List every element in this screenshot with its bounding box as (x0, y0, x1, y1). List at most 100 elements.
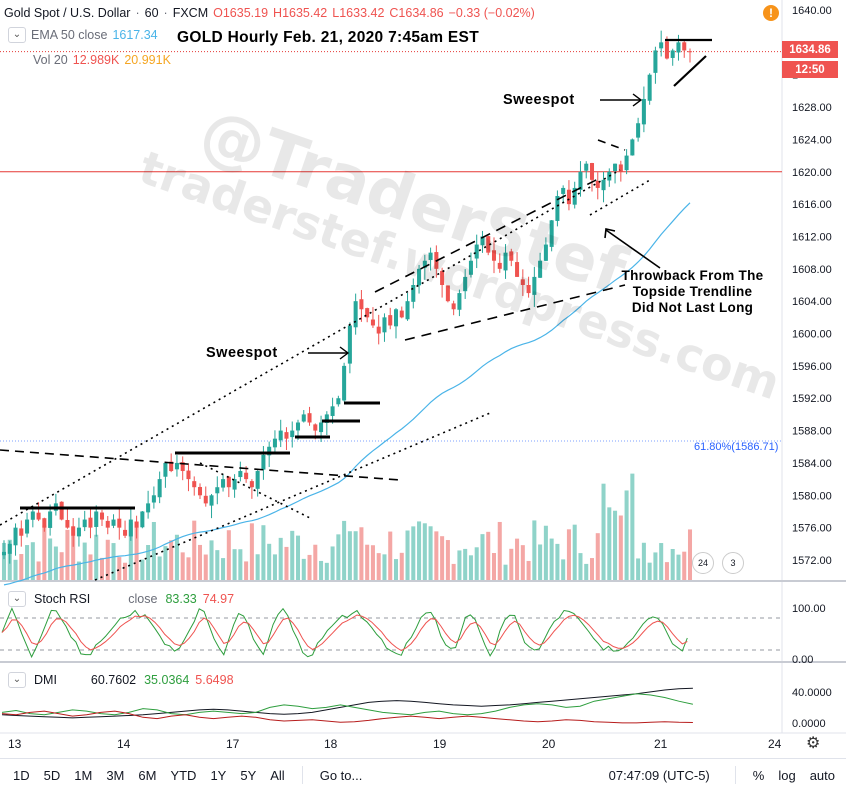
range-button-5d[interactable]: 5D (43, 767, 61, 783)
volume-bar (572, 524, 577, 580)
clock[interactable]: 07:47:09 (UTC-5) (608, 767, 710, 783)
interval[interactable]: 60 (144, 6, 159, 20)
candle-body (347, 325, 352, 364)
range-button-1y[interactable]: 1Y (210, 767, 227, 783)
candle-body (71, 526, 76, 536)
volume-bar (382, 554, 387, 580)
range-button-all[interactable]: All (270, 767, 285, 783)
candle-body (445, 285, 450, 302)
volume-bar (509, 548, 514, 580)
range-button-3m[interactable]: 3M (106, 767, 125, 783)
time-axis-label: 13 (8, 737, 22, 751)
event-marker-2[interactable]: 3 (722, 552, 744, 574)
range-button-1m[interactable]: 1M (74, 767, 93, 783)
candle-body (457, 293, 462, 310)
volume-bar (613, 510, 618, 580)
percent-toggle[interactable]: % (752, 767, 765, 783)
vol-legend: Vol 20 12.989K 20.991K (0, 50, 176, 70)
volume-bar (226, 530, 231, 580)
candle-body (324, 414, 329, 423)
volume-bar (290, 530, 295, 580)
ohlc-change: −0.33 (−0.02%) (448, 6, 535, 20)
range-button-1d[interactable]: 1D (13, 767, 30, 783)
collapse-dmi-icon[interactable]: ⌄ (8, 672, 26, 688)
channel-dashed-lower[interactable] (404, 284, 626, 341)
candle-body (526, 284, 531, 294)
volume-bar (463, 548, 468, 580)
candle-body (330, 406, 335, 416)
collapse-legend-icon[interactable]: ⌄ (8, 27, 26, 43)
ohlc-high: H1635.42 (273, 6, 328, 20)
candle-body (613, 163, 618, 171)
volume-bar (445, 540, 450, 580)
volume-bar (88, 554, 93, 580)
candle-body (215, 487, 220, 494)
volume-bar (440, 536, 445, 580)
dotted-wedge[interactable] (199, 462, 311, 519)
event-marker-1[interactable]: 24 (692, 552, 714, 574)
volume-bar (192, 520, 197, 580)
volume-bar (272, 554, 277, 580)
auto-toggle[interactable]: auto (809, 767, 835, 783)
symbol-name[interactable]: Gold Spot / U.S. Dollar (4, 6, 131, 20)
trendline-dashed-lower[interactable] (0, 449, 401, 481)
volume-bar (140, 559, 145, 580)
volume-bar (555, 543, 560, 580)
volume-bar (468, 555, 473, 580)
stoch-label[interactable]: Stoch RSI (34, 592, 91, 606)
volume-bar (687, 529, 693, 580)
ema-label[interactable]: EMA 50 close (31, 28, 108, 42)
candle-body (94, 511, 99, 527)
arrow-head (604, 228, 616, 239)
dmi-minus: 5.6498 (195, 673, 234, 687)
candle-body (267, 446, 272, 456)
volume-bar (319, 560, 324, 580)
fib-label: 61.80%(1586.71) (694, 441, 779, 453)
collapse-stoch-icon[interactable]: ⌄ (8, 591, 26, 607)
candle-body (42, 518, 47, 528)
candle-body (584, 163, 589, 171)
candle-body (307, 413, 312, 423)
candle-body (146, 503, 151, 513)
range-button-5y[interactable]: 5Y (240, 767, 257, 783)
candle-body (388, 315, 393, 326)
dotted-channel-upper[interactable] (0, 169, 621, 526)
toolbar-divider (734, 766, 736, 784)
volume-bar (393, 559, 399, 580)
time-axis-label: 18 (324, 737, 338, 751)
candle-body (451, 303, 456, 310)
chart-title: GOLD Hourly Feb. 21, 2020 7:45am EST (177, 29, 479, 46)
candle-body (636, 123, 641, 138)
settings-gear-icon[interactable]: ⚙ (806, 735, 821, 752)
arrow-throwback[interactable] (605, 229, 661, 269)
vol-label[interactable]: Vol 20 (33, 53, 68, 67)
log-toggle[interactable]: log (778, 767, 796, 783)
stoch-k-line (1, 607, 688, 659)
candle-body (48, 511, 53, 528)
candle-body (399, 310, 404, 318)
goto-button[interactable]: Go to... (319, 767, 363, 783)
candle-body (618, 164, 623, 172)
candle-body (440, 270, 445, 285)
info-icon[interactable]: ! (763, 5, 779, 21)
stoch-legend: ⌄ Stoch RSI close 83.33 74.97 (0, 589, 234, 609)
candle-body (428, 252, 433, 261)
dmi-label[interactable]: DMI (34, 673, 57, 687)
candle-body (515, 262, 520, 277)
range-button-ytd[interactable]: YTD (170, 767, 197, 783)
range-button-6m[interactable]: 6M (138, 767, 157, 783)
candle-body (359, 299, 364, 310)
throwback-line-1: Throwback From The (621, 268, 764, 283)
channel-dashed-upper[interactable] (374, 177, 601, 293)
dmi-plus-line (1, 693, 694, 716)
flag-top[interactable] (597, 139, 626, 151)
volume-bar (203, 554, 208, 580)
volume-bar (480, 534, 485, 580)
ohlc-close: C1634.86 (389, 6, 444, 20)
arrow-head (339, 346, 350, 360)
volume-bar (209, 540, 214, 580)
volume-bar (36, 561, 41, 580)
apex-bottom-line[interactable] (673, 55, 707, 87)
